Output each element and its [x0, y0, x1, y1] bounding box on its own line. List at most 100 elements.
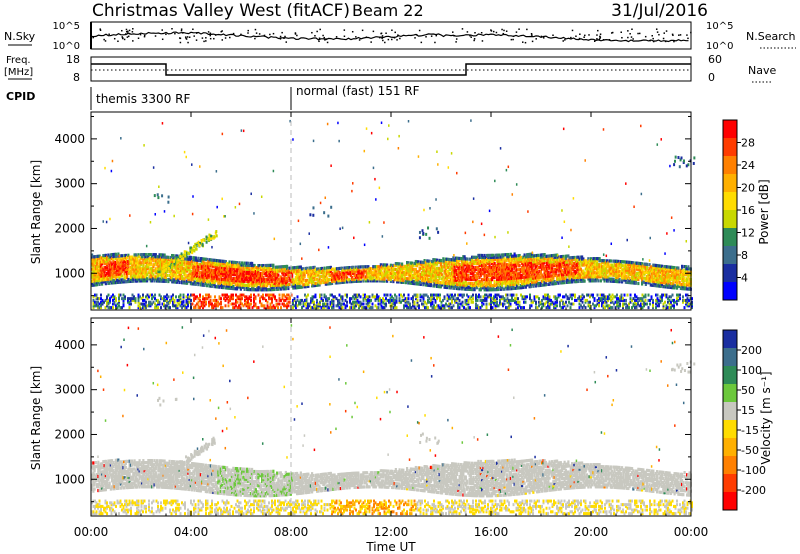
- power-cell: [157, 279, 160, 283]
- power-cell: [407, 281, 410, 285]
- nsky-dot: [512, 38, 514, 41]
- nsky-dot: [195, 39, 198, 41]
- power-cell: [132, 277, 135, 281]
- power-cell: [176, 278, 179, 282]
- power-cell: [291, 268, 294, 272]
- power-cell: [401, 266, 404, 270]
- power-cell: [191, 272, 194, 276]
- power-cell: [569, 278, 572, 282]
- power-cell: [169, 272, 172, 276]
- nsky-scale-left-bottom: 10^0: [53, 41, 80, 52]
- power-cell: [422, 276, 425, 281]
- power-cell: [531, 252, 534, 256]
- power-cell: [472, 271, 475, 276]
- power-cell: [569, 266, 572, 270]
- power-cell: [339, 278, 342, 283]
- power-cell: [417, 260, 420, 264]
- power-cell: [243, 267, 246, 271]
- power-cell: [164, 279, 167, 283]
- power-cell: [476, 257, 479, 262]
- power-cell: [297, 285, 300, 290]
- power-cell: [198, 262, 201, 267]
- power-cell: [257, 274, 260, 278]
- power-cell: [502, 265, 505, 269]
- power-cell: [381, 277, 384, 281]
- power-cell: [361, 265, 364, 269]
- power-cell: [497, 273, 500, 277]
- power-cell: [379, 271, 382, 275]
- power-cell: [487, 288, 490, 292]
- power-cell: [497, 279, 500, 284]
- power-cell: [193, 276, 196, 280]
- power-cell: [199, 283, 202, 287]
- power-cell: [432, 278, 435, 282]
- power-data: [91, 155, 696, 310]
- power-cell: [468, 269, 471, 273]
- power-cell: [284, 287, 287, 291]
- power-cell: [408, 267, 411, 271]
- power-cell: [389, 265, 392, 269]
- power-cell: [184, 263, 187, 267]
- power-cell: [448, 286, 451, 290]
- power-cell: [558, 275, 561, 279]
- power-cell: [102, 254, 105, 258]
- power-cell: [544, 277, 547, 281]
- nsky-dot: [665, 30, 668, 32]
- nsky-dot: [492, 30, 495, 33]
- power-cell: [441, 267, 444, 271]
- power-cell: [383, 273, 386, 277]
- nsky-dot: [361, 29, 364, 32]
- power-cell: [237, 265, 240, 269]
- power-cell: [444, 259, 447, 263]
- power-cell: [169, 265, 172, 270]
- power-cell: [472, 287, 475, 292]
- power-cell: [109, 263, 112, 267]
- power-cell: [489, 271, 492, 276]
- power-cell: [464, 275, 467, 279]
- power-cell: [559, 265, 562, 269]
- power-cell: [272, 285, 275, 290]
- power-cell: [107, 273, 110, 277]
- power-cell: [443, 261, 446, 265]
- power-cell: [97, 264, 100, 268]
- power-cell: [562, 254, 565, 259]
- power-cell: [544, 266, 547, 271]
- freq-step-line: [91, 63, 691, 76]
- power-cell: [478, 267, 481, 272]
- power-cell: [364, 277, 367, 281]
- power-cell: [497, 275, 500, 279]
- power-cell: [352, 265, 355, 269]
- power-cell: [118, 272, 121, 276]
- power-cell: [497, 261, 500, 265]
- nsky-dot: [620, 31, 622, 33]
- nsky-dot: [178, 37, 181, 39]
- power-cell: [509, 276, 512, 281]
- power-cell: [96, 275, 99, 279]
- power-cell: [401, 274, 404, 278]
- power-cell: [228, 268, 231, 272]
- power-cell: [249, 271, 252, 276]
- power-cell: [466, 285, 469, 289]
- power-cell: [551, 268, 554, 272]
- power-cell: [388, 271, 391, 275]
- power-cell: [391, 275, 394, 280]
- power-cell: [232, 266, 235, 271]
- power-cell: [436, 260, 439, 264]
- power-cell: [134, 267, 137, 271]
- power-cell: [351, 279, 354, 284]
- power-cell: [356, 275, 359, 279]
- power-cell: [138, 263, 141, 267]
- power-cell: [129, 269, 132, 273]
- power-cell: [548, 272, 551, 276]
- power-cell: [332, 277, 335, 281]
- power-cell: [333, 271, 336, 275]
- power-cell: [458, 258, 461, 263]
- power-cell: [484, 286, 487, 290]
- power-cell: [386, 263, 389, 267]
- power-cell: [428, 281, 431, 286]
- power-cell: [429, 281, 432, 286]
- power-cell: [481, 259, 484, 264]
- power-cell: [186, 255, 189, 259]
- power-cell: [477, 269, 480, 274]
- power-cell: [202, 259, 205, 263]
